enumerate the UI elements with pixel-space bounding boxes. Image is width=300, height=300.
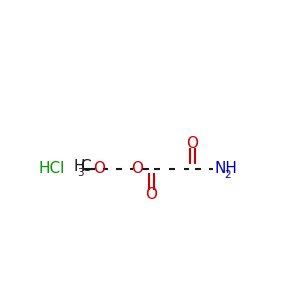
Text: O: O	[131, 161, 143, 176]
Text: 2: 2	[224, 170, 231, 180]
Text: HCl: HCl	[38, 161, 64, 176]
Text: C: C	[80, 159, 91, 174]
Text: O: O	[93, 161, 105, 176]
Text: NH: NH	[214, 161, 237, 176]
Text: 3: 3	[77, 168, 84, 178]
Text: O: O	[186, 136, 198, 151]
Text: H: H	[74, 159, 85, 174]
Text: O: O	[146, 187, 158, 202]
